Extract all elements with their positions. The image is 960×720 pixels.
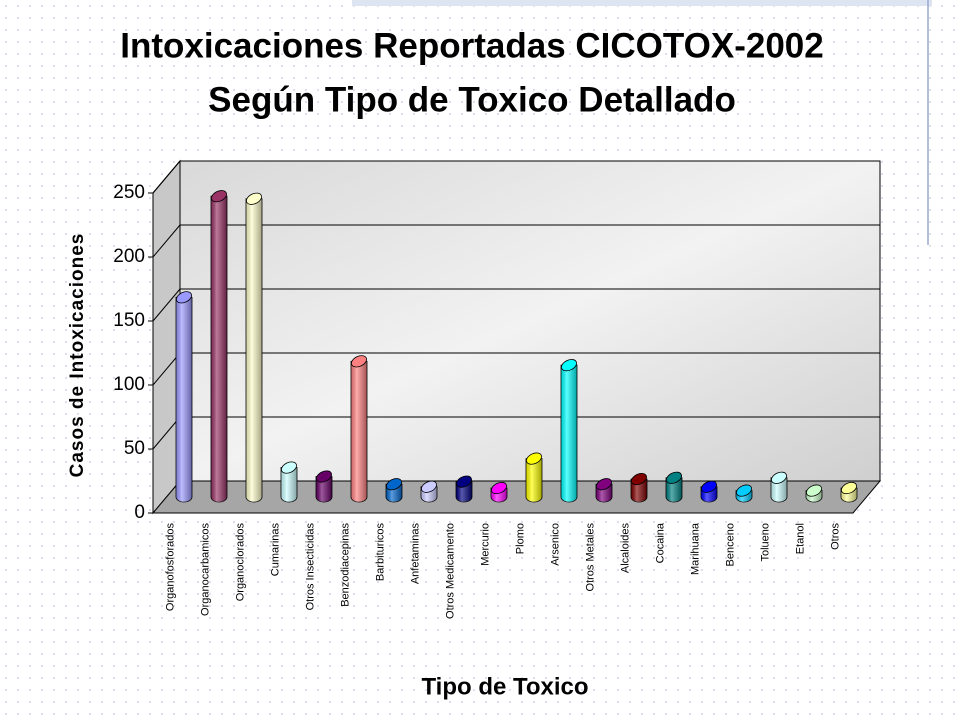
x-tick-label: Marihuana <box>689 522 701 575</box>
x-tick-label: Cumarinas <box>269 523 281 577</box>
bar-top <box>246 192 262 205</box>
bar-shade <box>666 477 682 502</box>
grid-line <box>152 352 181 386</box>
y-tick-label: 150 <box>113 310 145 331</box>
bar-top <box>351 355 367 368</box>
bar-top <box>736 484 752 497</box>
y-tick-label: 200 <box>113 246 145 267</box>
bar-top <box>526 452 542 465</box>
grid-line <box>152 288 181 322</box>
y-tick-label: 250 <box>113 182 145 203</box>
bar-top <box>806 484 822 497</box>
bar-top <box>211 190 227 203</box>
x-tick-label: Tolueno <box>759 523 771 562</box>
x-tick-label: Alcaloides <box>619 523 631 574</box>
bar-top <box>176 291 192 304</box>
x-tick-label: Plomo <box>514 523 526 554</box>
bar-shade <box>316 476 332 502</box>
bar-top <box>631 473 647 486</box>
x-tick-label: Otros Insecticidas <box>304 523 316 611</box>
x-axis-title: Tipo de Toxico <box>421 673 588 700</box>
bar-shade <box>561 365 577 502</box>
bar-top <box>666 471 682 484</box>
x-tick-label: Anfetaminas <box>409 523 421 585</box>
y-tick-label: 0 <box>134 502 145 523</box>
x-tick-label: Organoclorados <box>234 523 246 602</box>
y-axis-title: Casos de Intoxicaciones <box>67 233 88 478</box>
x-tick-label: Otros Metales <box>584 523 596 592</box>
x-tick-label: Cocaina <box>654 522 666 563</box>
grid-line <box>152 160 181 194</box>
grid-line <box>152 416 181 450</box>
x-tick-label: Etanol <box>794 523 806 554</box>
x-tick-label: Organofosforados <box>164 523 176 612</box>
chart-title: Intoxicaciones Reportadas CICOTOX-2002 <box>120 26 823 65</box>
x-tick-label: Arsenico <box>549 523 561 566</box>
grid-line <box>152 224 181 258</box>
bar-shade <box>176 297 192 502</box>
bar-shade <box>246 198 262 502</box>
bar-shade <box>211 196 227 502</box>
chart-subtitle: Según Tipo de Toxico Detallado <box>208 80 736 119</box>
x-tick-label: Otros <box>829 523 841 550</box>
y-tick-label: 100 <box>113 374 145 395</box>
bar-top <box>421 480 437 493</box>
x-tick-label: Mercurio <box>479 523 491 566</box>
x-tick-label: Benzodiacepinas <box>339 523 351 607</box>
x-tick-label: Organocarbamicos <box>199 523 211 616</box>
bar-top <box>561 359 577 372</box>
bar-shade <box>281 467 297 502</box>
x-tick-label: Otros Medicamento <box>444 523 456 619</box>
bar-shade <box>351 361 367 502</box>
bar-shade <box>526 458 542 502</box>
bar-top <box>771 471 787 484</box>
floor <box>151 480 882 514</box>
decor-bar <box>352 0 932 6</box>
x-tick-label: Benceno <box>724 523 736 566</box>
back-wall <box>179 160 881 482</box>
bar-top <box>316 470 332 483</box>
bar-top <box>841 481 857 495</box>
bar-top <box>456 475 472 488</box>
bar-top <box>281 461 297 474</box>
bar-top <box>596 478 612 491</box>
bar-shade <box>771 477 787 502</box>
bar-top <box>386 478 402 491</box>
x-tick-label: Barbituricos <box>374 523 386 582</box>
bar-top <box>491 481 507 495</box>
y-tick-label: 50 <box>124 438 145 459</box>
bar-top <box>701 480 717 493</box>
